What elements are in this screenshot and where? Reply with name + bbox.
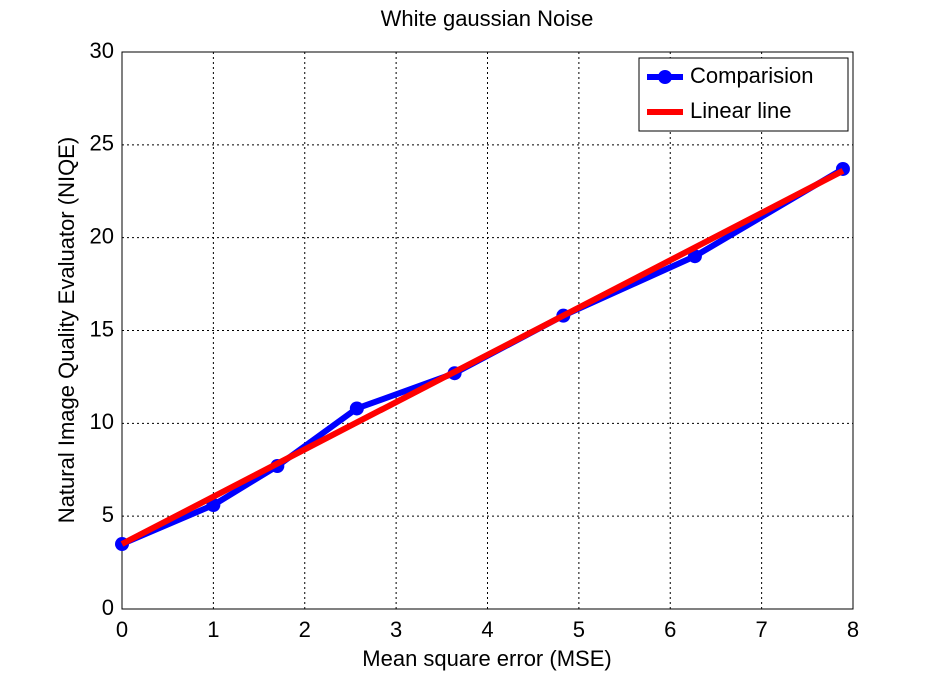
legend-marker [658, 70, 672, 84]
y-tick-label: 30 [90, 38, 114, 63]
y-tick-label: 15 [90, 316, 114, 341]
x-tick-label: 8 [847, 617, 859, 642]
y-tick-label: 10 [90, 409, 114, 434]
plot-frame [121, 51, 854, 610]
y-axis-label: Natural Image Quality Evaluator (NIQE) [54, 137, 79, 523]
x-tick-label: 2 [299, 617, 311, 642]
y-tick-label: 25 [90, 131, 114, 156]
x-tick-label: 5 [573, 617, 585, 642]
y-tick-label: 0 [102, 595, 114, 620]
x-tick-label: 0 [116, 617, 128, 642]
x-tick-label: 6 [664, 617, 676, 642]
x-tick-label: 1 [207, 617, 219, 642]
legend-box [638, 57, 849, 132]
data-point [349, 401, 364, 416]
data-point [687, 249, 702, 264]
x-axis-label: Mean square error (MSE) [362, 646, 611, 671]
y-tick-label: 5 [102, 502, 114, 527]
series-line [120, 168, 845, 547]
chart-title: White gaussian Noise [381, 6, 594, 31]
legend-label: Linear line [690, 98, 792, 123]
y-tick-label: 20 [90, 223, 114, 248]
legend-label: Comparision [690, 63, 814, 88]
series-line [120, 166, 845, 547]
x-tick-label: 3 [390, 617, 402, 642]
x-tick-label: 4 [481, 617, 493, 642]
x-tick-label: 7 [756, 617, 768, 642]
